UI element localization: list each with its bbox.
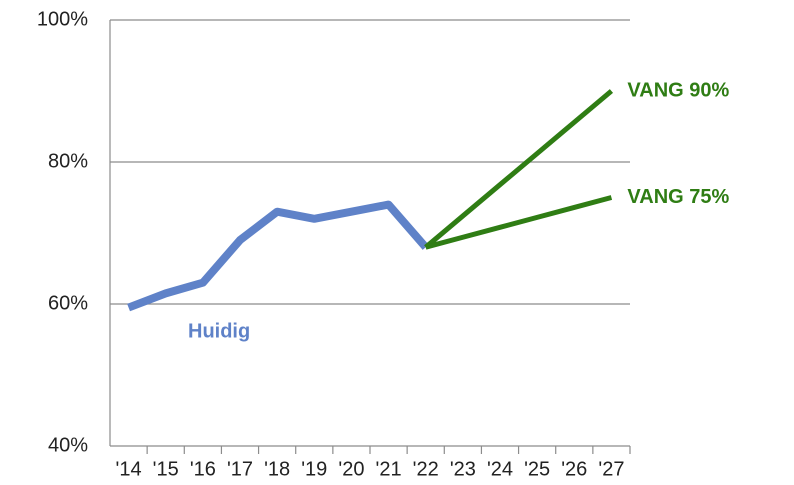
series-line [425, 195, 613, 250]
series-label: Huidig [188, 320, 250, 342]
y-tick-label: 40% [48, 434, 88, 456]
x-tick-label: '15 [153, 458, 179, 480]
series-line [127, 200, 429, 312]
series-line [424, 89, 614, 250]
x-tick-label: '18 [264, 458, 290, 480]
y-tick-label: 60% [48, 292, 88, 314]
x-tick-label: '19 [301, 458, 327, 480]
x-tick-label: '21 [376, 458, 402, 480]
x-tick-label: '17 [227, 458, 253, 480]
x-tick-label: '16 [190, 458, 216, 480]
series-label: VANG 75% [627, 186, 729, 208]
x-tick-label: '24 [487, 458, 513, 480]
y-tick-label: 80% [48, 150, 88, 172]
x-tick-label: '14 [116, 458, 142, 480]
x-tick-label: '26 [561, 458, 587, 480]
x-tick-label: '23 [450, 458, 476, 480]
series-label: VANG 90% [627, 79, 729, 101]
x-tick-label: '22 [413, 458, 439, 480]
y-tick-label: 100% [37, 8, 88, 30]
x-tick-label: '20 [338, 458, 364, 480]
x-tick-label: '27 [598, 458, 624, 480]
x-tick-label: '25 [524, 458, 550, 480]
